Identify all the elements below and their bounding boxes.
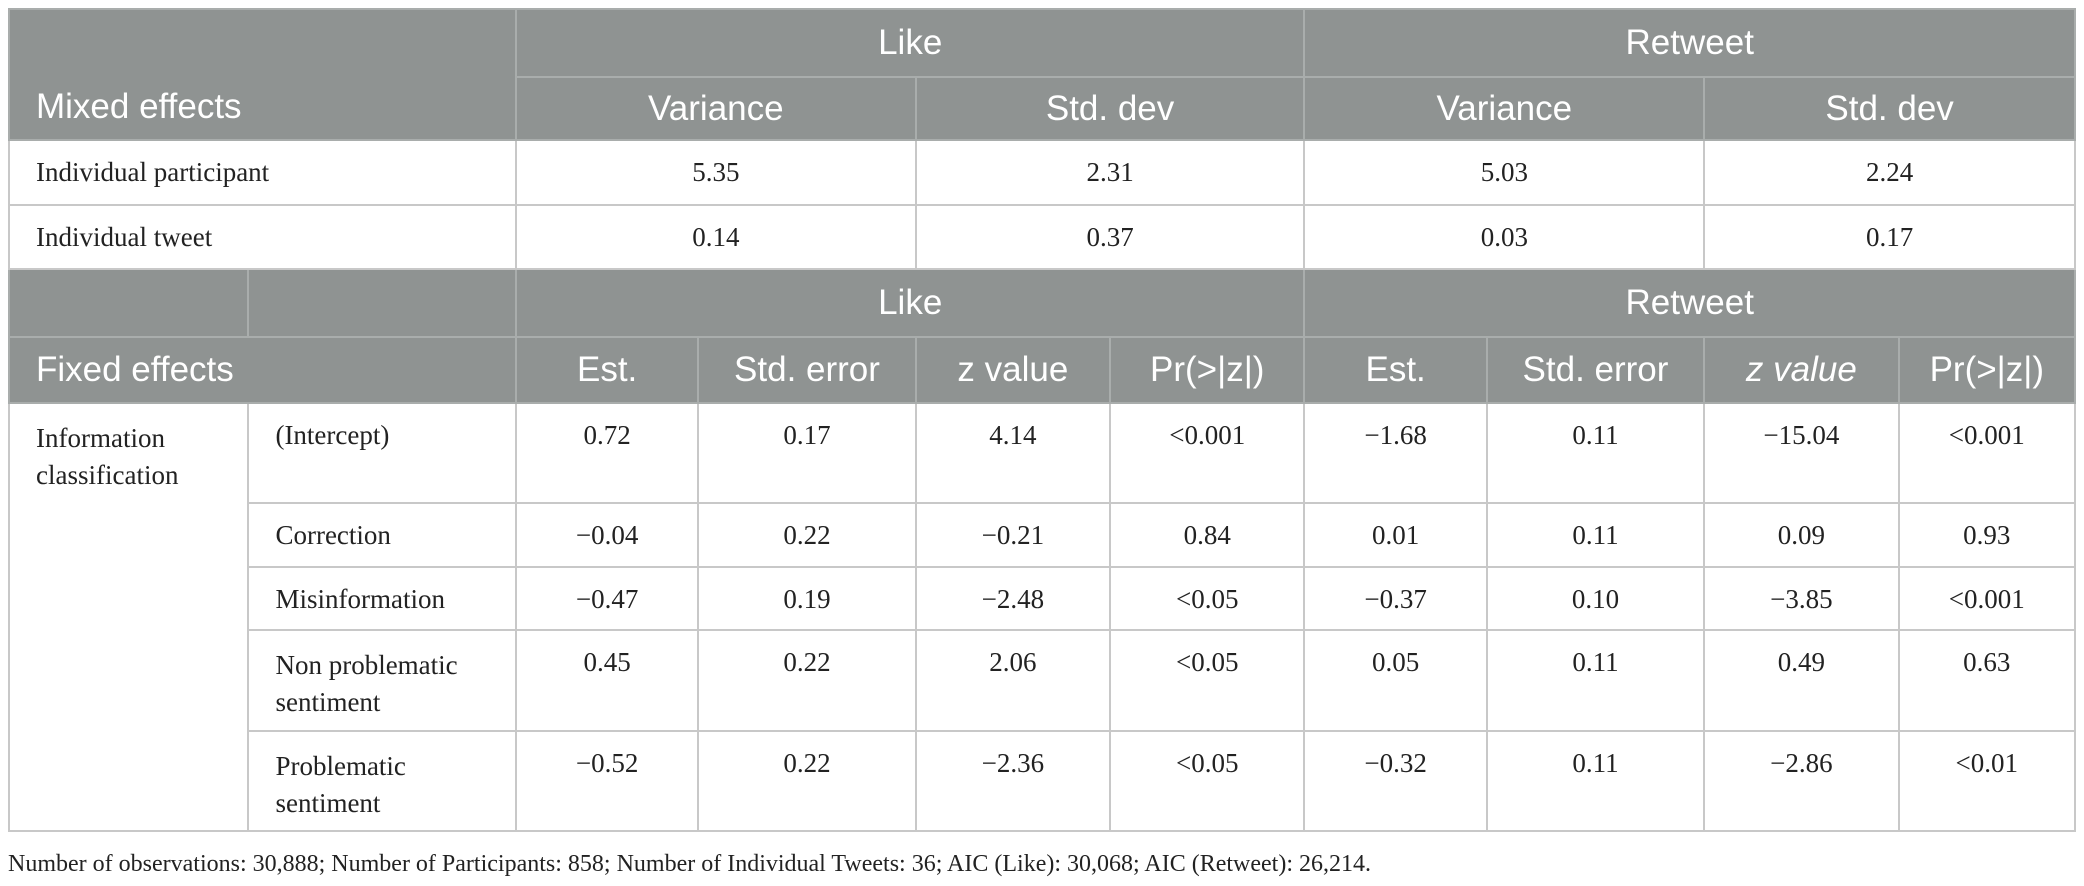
fixed-like-est-cell: −0.52: [514, 730, 700, 832]
table-row: Information classification (Intercept) 0…: [7, 402, 2077, 832]
fixed-like-zvalue-cell: 4.14: [914, 402, 1112, 504]
table-row: Correction −0.04 0.22 −0.21 0.84 0.01 0.…: [9, 502, 2077, 568]
fixed-like-pr-cell: <0.05: [1109, 730, 1306, 832]
fixed-retweet-pr-cell: 0.63: [1897, 629, 2077, 732]
fixed-retweet-stderror-cell: 0.10: [1485, 566, 1706, 631]
fixed-like-pr-cell: <0.001: [1109, 402, 1306, 504]
fixed-retweet-zvalue-cell: −15.04: [1703, 402, 1900, 504]
fixed-like-pr-cell: <0.05: [1109, 566, 1306, 631]
mixed-like-variance-header: Variance: [514, 76, 917, 141]
fixed-like-header: Like: [514, 268, 1306, 338]
fixed-like-stderror-cell: 0.17: [697, 402, 917, 504]
fixed-effects-label: Fixed effects: [8, 336, 517, 404]
fixed-retweet-est-header: Est.: [1303, 336, 1488, 404]
fixed-like-est-cell: −0.47: [514, 566, 700, 631]
mixed-like-stddev-cell: 0.37: [914, 204, 1306, 270]
mixed-like-variance-cell: 0.14: [514, 204, 917, 270]
table-row: Misinformation −0.47 0.19 −2.48 <0.05 −0…: [9, 566, 2077, 631]
fixed-like-pr-header: Pr(>|z|): [1109, 336, 1306, 404]
fixed-retweet-est-cell: 0.01: [1303, 502, 1488, 568]
mixed-retweet-stddev-cell: 0.17: [1703, 204, 2076, 270]
table-row: Non problematic sentiment 0.45 0.22 2.06…: [9, 629, 2077, 732]
mixed-retweet-variance-cell: 0.03: [1303, 204, 1706, 270]
fixed-header-blank-cell: [7, 268, 250, 338]
fixed-like-est-header: Est.: [514, 336, 700, 404]
fixed-retweet-stderror-cell: 0.11: [1485, 402, 1706, 504]
mixed-row-name: Individual tweet: [8, 204, 517, 270]
fixed-term: (Intercept): [247, 402, 517, 504]
fixed-retweet-stderror-cell: 0.11: [1485, 730, 1706, 832]
mixed-row-name: Individual participant: [8, 139, 517, 206]
table-row: Problematic sentiment −0.52 0.22 −2.36 <…: [9, 730, 2077, 832]
fixed-retweet-pr-cell: 0.93: [1897, 502, 2077, 568]
mixed-effects-label: Mixed effects: [8, 8, 517, 141]
fixed-like-zvalue-cell: −2.48: [914, 566, 1112, 631]
fixed-like-zvalue-header: z value: [914, 336, 1112, 404]
table-row: Individual tweet 0.14 0.37 0.03 0.17: [8, 204, 2076, 270]
fixed-like-est-cell: 0.72: [514, 402, 700, 504]
mixed-retweet-stddev-header: Std. dev: [1703, 76, 2076, 141]
fixed-effects-group-header-row: Like Retweet: [7, 268, 2076, 338]
fixed-like-stderror-cell: 0.22: [697, 502, 917, 568]
fixed-like-zvalue-cell: −0.21: [914, 502, 1112, 568]
results-table-container: Mixed effects Like Retweet Variance Std.…: [7, 8, 2077, 832]
mixed-retweet-stddev-cell: 2.24: [1703, 139, 2076, 206]
fixed-retweet-zvalue-cell: −2.86: [1703, 730, 1900, 832]
fixed-like-pr-cell: <0.05: [1109, 629, 1306, 732]
mixed-retweet-variance-cell: 5.03: [1303, 139, 1706, 206]
fixed-retweet-est-cell: 0.05: [1303, 629, 1488, 732]
fixed-retweet-est-cell: −1.68: [1303, 402, 1488, 504]
fixed-term: Problematic sentiment: [247, 730, 517, 832]
fixed-retweet-header: Retweet: [1303, 268, 2076, 338]
table-footnote: Number of observations: 30,888; Number o…: [8, 851, 1371, 877]
fixed-like-pr-cell: 0.84: [1109, 502, 1306, 568]
fixed-term: Misinformation: [247, 566, 517, 631]
fixed-retweet-pr-cell: <0.001: [1897, 402, 2077, 504]
mixed-like-variance-cell: 5.35: [514, 139, 917, 206]
fixed-retweet-pr-header: Pr(>|z|): [1897, 336, 2077, 404]
mixed-like-stddev-cell: 2.31: [914, 139, 1306, 206]
fixed-like-stderror-header: Std. error: [697, 336, 917, 404]
fixed-like-zvalue-cell: −2.36: [914, 730, 1112, 832]
fixed-retweet-zvalue-cell: −3.85: [1703, 566, 1900, 631]
fixed-like-zvalue-cell: 2.06: [914, 629, 1112, 732]
fixed-term: Correction: [247, 502, 517, 568]
fixed-header-blank-cell: [247, 268, 517, 338]
fixed-retweet-stderror-header: Std. error: [1485, 336, 1706, 404]
fixed-like-stderror-cell: 0.22: [697, 730, 917, 832]
fixed-like-stderror-cell: 0.19: [697, 566, 917, 631]
fixed-group-label: Information classification: [7, 402, 250, 832]
fixed-like-est-cell: −0.04: [514, 502, 700, 568]
fixed-like-est-cell: 0.45: [514, 629, 700, 732]
mixed-effects-column-header-row: Variance Std. dev Variance Std. dev: [9, 76, 2076, 141]
mixed-retweet-variance-header: Variance: [1303, 76, 1706, 141]
fixed-term: Non problematic sentiment: [247, 629, 517, 732]
mixed-like-stddev-header: Std. dev: [914, 76, 1306, 141]
fixed-retweet-zvalue-header: z value: [1703, 336, 1900, 404]
mixed-like-header: Like: [514, 8, 1306, 78]
fixed-retweet-zvalue-cell: 0.49: [1703, 629, 1900, 732]
table-row: Individual participant 5.35 2.31 5.03 2.…: [8, 139, 2076, 206]
fixed-effects-column-header-row: Fixed effects Est. Std. error z value Pr…: [8, 336, 2077, 404]
fixed-retweet-zvalue-cell: 0.09: [1703, 502, 1900, 568]
fixed-retweet-stderror-cell: 0.11: [1485, 629, 1706, 732]
fixed-retweet-pr-cell: <0.01: [1897, 730, 2077, 832]
fixed-like-stderror-cell: 0.22: [697, 629, 917, 732]
mixed-retweet-header: Retweet: [1303, 8, 2076, 78]
fixed-retweet-est-cell: −0.37: [1303, 566, 1488, 631]
fixed-retweet-stderror-cell: 0.11: [1485, 502, 1706, 568]
mixed-effects-group-header-row: Mixed effects Like Retweet: [8, 8, 2076, 141]
fixed-retweet-pr-cell: <0.001: [1897, 566, 2077, 631]
results-table: Mixed effects Like Retweet Variance Std.…: [7, 8, 2077, 832]
fixed-retweet-est-cell: −0.32: [1303, 730, 1488, 832]
